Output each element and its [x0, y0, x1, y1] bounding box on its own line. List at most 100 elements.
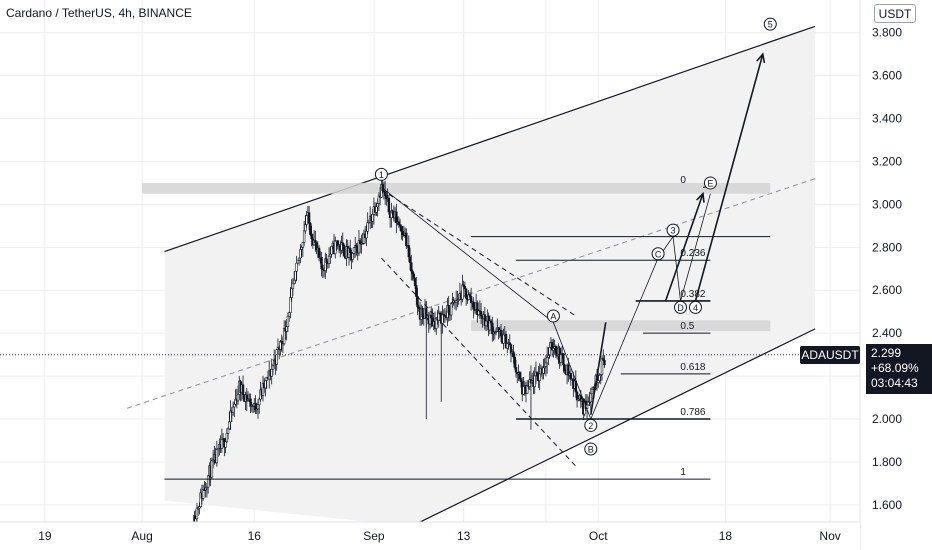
candle-body: [307, 212, 311, 224]
candle-body: [401, 230, 404, 235]
candle-body: [476, 302, 479, 316]
wave-label: B: [588, 445, 594, 455]
candle-body: [351, 253, 354, 260]
candle-body: [228, 421, 231, 430]
chart-title: Cardano / TetherUS, 4h, BINANCE: [6, 6, 192, 20]
candle-body: [320, 256, 323, 270]
wave-label-circle: [374, 167, 388, 181]
candle-body: [304, 224, 307, 232]
wave-label: A: [550, 311, 556, 321]
candle-body: [441, 314, 444, 324]
candle-body: [567, 364, 570, 376]
candle-body: [603, 360, 606, 366]
candle-body: [292, 279, 296, 284]
candle-body: [231, 406, 235, 413]
bar-countdown: 03:04:43: [871, 376, 918, 390]
candle-body: [294, 270, 297, 281]
price-tick-label: 1.600: [872, 498, 902, 512]
candle-body: [559, 354, 563, 363]
candle-body: [598, 374, 601, 381]
candle-body: [291, 282, 295, 290]
wave-label: 4: [693, 303, 698, 313]
time-tick-label: 13: [457, 529, 471, 543]
candle-body: [421, 307, 424, 318]
candle-body: [391, 210, 394, 214]
impulse-arrow-1: [589, 322, 607, 415]
wave-label-circle: [674, 300, 688, 314]
last-price: 2.299: [871, 346, 902, 360]
candle-body: [295, 262, 298, 272]
arrow-head: [696, 191, 705, 203]
candle-body: [327, 255, 331, 264]
candle-body: [514, 367, 518, 373]
impulse-arrow-3: [694, 53, 764, 302]
candle-body: [271, 365, 275, 370]
wave-label: 1: [379, 170, 384, 180]
candle-body: [554, 346, 558, 354]
candle-body: [365, 230, 368, 239]
correction-lower-dash: [381, 257, 577, 467]
fib-level-label: 0.786: [680, 407, 705, 418]
fib-level-label: 0.618: [680, 362, 705, 373]
wave-label-circle: [703, 176, 717, 190]
price-tick-label: 1.800: [872, 455, 902, 469]
candle-body: [310, 234, 313, 240]
candle-body: [210, 460, 214, 478]
candle-body: [287, 312, 291, 317]
fib-level-label: 1: [680, 467, 686, 478]
candle-body: [416, 296, 419, 308]
candle-body: [405, 232, 408, 246]
price-tick-label: 3.000: [872, 197, 902, 211]
wave-label: 3: [671, 226, 676, 236]
candle-body: [285, 326, 288, 332]
wave-label: 5: [768, 20, 773, 30]
price-change: +68.09%: [871, 361, 919, 375]
candle-body: [512, 351, 515, 358]
candle-body: [264, 380, 267, 389]
price-tick-label: 3.200: [872, 154, 902, 168]
candle-body: [461, 284, 464, 300]
candle-body: [317, 247, 321, 258]
wave-label: 2: [588, 421, 593, 431]
arrow-head: [756, 52, 766, 64]
fib-level-label: 0.5: [680, 321, 694, 332]
time-tick-label: Sep: [363, 529, 385, 543]
time-tick-label: Aug: [131, 529, 152, 543]
candle-body: [589, 393, 592, 403]
wave-label-circle: [666, 223, 680, 237]
symbol-price-tag: ADAUSDT: [800, 346, 860, 364]
candle-body: [522, 386, 525, 395]
wave-label-circle: [763, 17, 777, 31]
time-tick-label: 19: [38, 529, 52, 543]
candle-body: [383, 190, 387, 196]
candle-body: [457, 299, 460, 301]
candle-body: [562, 353, 565, 366]
candle-body: [309, 223, 312, 235]
candle-body: [502, 334, 505, 344]
candle-body: [547, 355, 550, 358]
currency-button[interactable]: USDT: [874, 4, 916, 23]
impulse-arrow-2: [664, 193, 704, 302]
wave-label: D: [677, 303, 684, 313]
price-tick-label: 3.400: [872, 112, 902, 126]
candle-body: [519, 378, 523, 383]
candle-body: [413, 278, 417, 286]
candle-body: [300, 247, 303, 250]
candle-body: [275, 349, 278, 365]
candle-body: [509, 344, 513, 354]
candle-body: [408, 256, 412, 264]
wave-label-circle: [688, 300, 702, 314]
wave-label-circle: [651, 247, 665, 261]
candle-body: [301, 242, 305, 248]
candle-body: [349, 247, 352, 253]
time-tick-label: 16: [248, 529, 262, 543]
candle-body: [447, 305, 450, 313]
wave-label-circle: [584, 442, 598, 456]
candle-body: [407, 245, 411, 258]
candle-body: [513, 356, 516, 368]
candle-body: [400, 225, 403, 232]
wave-label-circle: [546, 309, 560, 323]
price-tick-label: 3.600: [872, 69, 902, 83]
candle-body: [488, 320, 492, 331]
